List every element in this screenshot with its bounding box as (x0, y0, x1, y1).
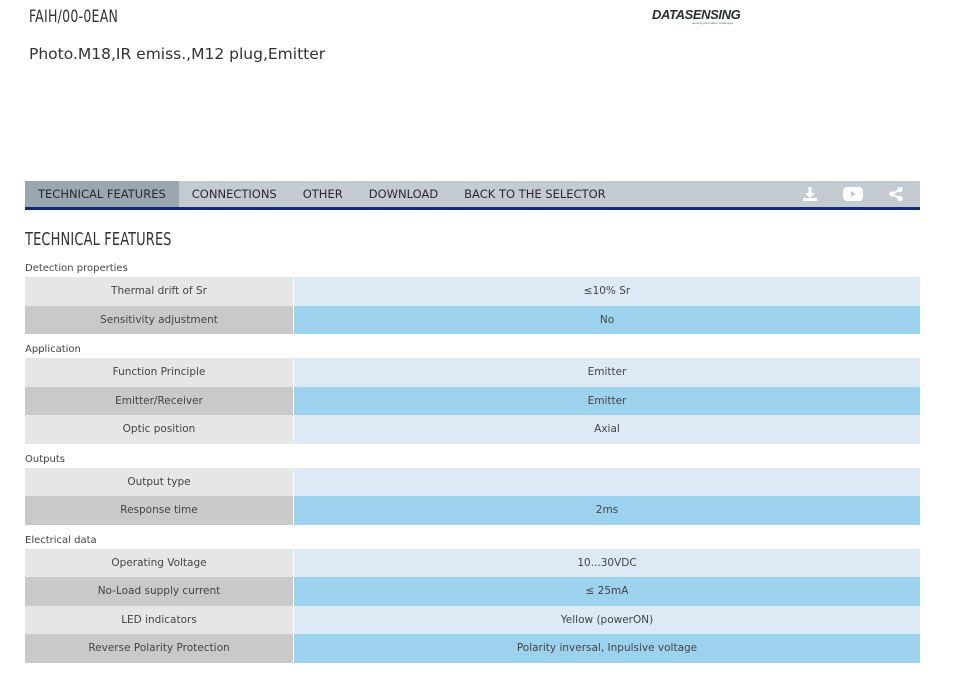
share-icon[interactable] (883, 184, 909, 204)
tab-connections[interactable]: CONNECTIONS (191, 187, 277, 201)
spec-value: Emitter (294, 358, 920, 387)
tab-back-to-selector[interactable]: BACK TO THE SELECTOR (464, 187, 606, 201)
spec-row: Thermal drift of Sr ≤10% Sr (25, 277, 920, 306)
tab-technical-features[interactable]: TECHNICAL FEATURES (25, 181, 179, 207)
spec-value: No (294, 305, 920, 334)
spec-value: ≤ 25mA (294, 577, 920, 606)
spec-label: Function Principle (25, 358, 293, 387)
product-description: Photo.M18,IR emiss.,M12 plug,Emitter (29, 45, 326, 63)
tab-download[interactable]: DOWNLOAD (368, 187, 439, 201)
spec-row: No-Load supply current ≤ 25mA (25, 577, 920, 606)
spec-value: Yellow (powerON) (294, 605, 920, 634)
spec-value: ≤10% Sr (294, 277, 920, 306)
spec-value: Polarity inversal, Inpulsive voltage (294, 634, 920, 663)
spec-value: 10...30VDC (294, 548, 920, 577)
spec-row: Output type (25, 467, 920, 496)
tab-bar: TECHNICAL FEATURES CONNECTIONS OTHER DOW… (25, 181, 920, 210)
spec-row: Operating Voltage 10...30VDC (25, 548, 920, 577)
spec-label: Output type (25, 467, 293, 496)
spec-row: Reverse Polarity Protection Polarity inv… (25, 634, 920, 663)
spec-group-detection-properties: Detection properties Thermal drift of Sr… (25, 262, 920, 334)
spec-label: Operating Voltage (25, 548, 293, 577)
spec-value (294, 467, 920, 496)
spec-row: Function Principle Emitter (25, 358, 920, 387)
spec-label: Optic position (25, 415, 293, 444)
spec-label: Emitter/Receiver (25, 386, 293, 415)
spec-label: Thermal drift of Sr (25, 277, 293, 306)
download-icon[interactable] (797, 184, 823, 204)
spec-label: Response time (25, 496, 293, 525)
tab-icon-group (797, 181, 920, 207)
logo-text: DATASENSING (652, 7, 741, 22)
spec-label: Reverse Polarity Protection (25, 634, 293, 663)
spec-row: LED indicators Yellow (powerON) (25, 605, 920, 634)
group-title: Application (25, 344, 81, 355)
spec-row: Emitter/Receiver Emitter (25, 386, 920, 415)
spec-label: Sensitivity adjustment (25, 305, 293, 334)
spec-group-application: Application Function Principle Emitter E… (25, 343, 920, 444)
group-title: Electrical data (25, 534, 97, 546)
logo-tagline: sensing automation challenges (692, 21, 734, 25)
spec-value: Emitter (294, 386, 920, 415)
spec-row: Sensitivity adjustment No (25, 305, 920, 334)
group-title: Outputs (25, 453, 65, 465)
tab-other[interactable]: OTHER (302, 187, 343, 201)
product-code: FAIH/00-0EAN (29, 7, 119, 27)
spec-groups: Detection properties Thermal drift of Sr… (25, 262, 920, 672)
brand-logo: DATASENSING sensing automation challenge… (652, 7, 744, 27)
spec-row: Optic position Axial (25, 415, 920, 444)
spec-value: 2ms (294, 496, 920, 525)
spec-group-electrical-data: Electrical data Operating Voltage 10...3… (25, 534, 920, 663)
spec-label: No-Load supply current (25, 577, 293, 606)
spec-value: Axial (294, 415, 920, 444)
spec-row: Response time 2ms (25, 496, 920, 525)
spec-label: LED indicators (25, 605, 293, 634)
group-title: Detection properties (25, 263, 128, 274)
spec-group-outputs: Outputs Output type Response time 2ms (25, 453, 920, 525)
section-title: TECHNICAL FEATURES (25, 229, 172, 250)
youtube-icon[interactable] (840, 184, 866, 204)
